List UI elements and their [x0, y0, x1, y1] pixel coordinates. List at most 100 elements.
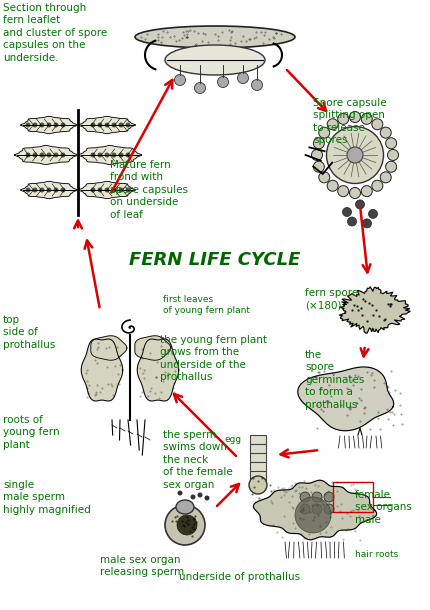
- Circle shape: [177, 490, 182, 495]
- Circle shape: [111, 123, 116, 127]
- Circle shape: [360, 113, 372, 124]
- Circle shape: [32, 187, 37, 193]
- Circle shape: [349, 112, 359, 123]
- Text: single
male sperm
highly magnified: single male sperm highly magnified: [3, 480, 91, 515]
- Circle shape: [32, 123, 37, 127]
- Circle shape: [337, 113, 348, 124]
- Bar: [249, 444, 265, 454]
- Circle shape: [342, 207, 351, 217]
- Ellipse shape: [165, 45, 264, 75]
- Circle shape: [40, 123, 44, 127]
- Circle shape: [118, 123, 123, 127]
- Circle shape: [251, 79, 262, 90]
- Circle shape: [90, 187, 95, 193]
- Circle shape: [349, 187, 359, 198]
- Circle shape: [385, 138, 396, 149]
- Circle shape: [194, 82, 205, 93]
- Circle shape: [337, 185, 348, 196]
- Circle shape: [249, 476, 266, 494]
- Circle shape: [25, 187, 31, 193]
- Circle shape: [25, 123, 31, 127]
- Text: the sperm
swims down
the neck
of the female
sex organ: the sperm swims down the neck of the fem…: [163, 430, 232, 490]
- Circle shape: [313, 161, 324, 172]
- Text: fern spore
(×180): fern spore (×180): [304, 288, 357, 310]
- Text: the
spore
germinates
to form a
prothallus: the spore germinates to form a prothallu…: [304, 350, 363, 409]
- Circle shape: [46, 187, 51, 193]
- Circle shape: [360, 185, 372, 196]
- Circle shape: [347, 217, 356, 226]
- Polygon shape: [338, 287, 409, 333]
- Circle shape: [90, 152, 95, 157]
- Circle shape: [346, 147, 362, 163]
- Circle shape: [25, 152, 31, 157]
- Circle shape: [323, 504, 333, 514]
- Text: hair roots: hair roots: [354, 550, 397, 559]
- Circle shape: [40, 152, 44, 157]
- Polygon shape: [135, 336, 171, 361]
- Text: first leaves
of young fern plant: first leaves of young fern plant: [163, 295, 249, 315]
- Text: underside of prothallus: underside of prothallus: [179, 572, 300, 582]
- Text: female
sex organs
male: female sex organs male: [354, 490, 411, 525]
- Circle shape: [97, 123, 102, 127]
- Circle shape: [371, 119, 382, 130]
- Text: the young fern plant
grows from the
underside of the
prothallus: the young fern plant grows from the unde…: [160, 335, 266, 382]
- Circle shape: [111, 152, 116, 157]
- Circle shape: [237, 73, 248, 84]
- Polygon shape: [21, 181, 77, 199]
- Circle shape: [294, 497, 330, 533]
- Circle shape: [379, 127, 390, 138]
- Circle shape: [197, 492, 202, 498]
- Polygon shape: [21, 117, 77, 134]
- Circle shape: [60, 187, 65, 193]
- Circle shape: [111, 187, 116, 193]
- Circle shape: [46, 152, 51, 157]
- Circle shape: [104, 187, 109, 193]
- Circle shape: [311, 149, 322, 160]
- Ellipse shape: [175, 500, 194, 514]
- Circle shape: [125, 152, 130, 157]
- Polygon shape: [91, 336, 126, 361]
- Circle shape: [323, 492, 333, 502]
- Text: male sex organ
releasing sperm: male sex organ releasing sperm: [100, 555, 184, 578]
- Circle shape: [165, 505, 205, 545]
- Polygon shape: [79, 145, 141, 165]
- Circle shape: [46, 123, 51, 127]
- Circle shape: [313, 138, 324, 149]
- Polygon shape: [253, 480, 376, 540]
- Text: Section through
fern leaflet
and cluster of spore
capsules on the
underside.: Section through fern leaflet and cluster…: [3, 3, 107, 63]
- Circle shape: [299, 504, 309, 514]
- Circle shape: [204, 495, 209, 500]
- Text: Spore capsule
splitting open
to release
spores: Spore capsule splitting open to release …: [312, 98, 386, 145]
- Circle shape: [118, 187, 123, 193]
- Circle shape: [53, 187, 58, 193]
- Circle shape: [53, 152, 58, 157]
- Circle shape: [326, 119, 338, 130]
- Circle shape: [177, 515, 197, 535]
- Circle shape: [60, 123, 65, 127]
- Circle shape: [318, 172, 329, 183]
- Circle shape: [217, 76, 228, 87]
- Circle shape: [387, 149, 398, 160]
- Circle shape: [118, 152, 123, 157]
- Circle shape: [40, 187, 44, 193]
- Circle shape: [379, 172, 390, 183]
- Circle shape: [97, 152, 102, 157]
- Circle shape: [190, 495, 195, 500]
- Circle shape: [104, 152, 109, 157]
- Circle shape: [53, 123, 58, 127]
- Circle shape: [174, 74, 185, 85]
- Circle shape: [90, 123, 95, 127]
- Circle shape: [60, 152, 65, 157]
- Circle shape: [311, 492, 321, 502]
- Circle shape: [385, 161, 396, 172]
- Circle shape: [362, 219, 371, 228]
- Polygon shape: [137, 339, 178, 401]
- Polygon shape: [79, 117, 135, 134]
- Circle shape: [368, 209, 377, 218]
- Circle shape: [104, 123, 109, 127]
- Bar: [249, 462, 265, 472]
- Bar: [249, 435, 265, 445]
- Circle shape: [32, 152, 37, 157]
- Text: top
side of
prothallus: top side of prothallus: [3, 315, 55, 350]
- Circle shape: [97, 187, 102, 193]
